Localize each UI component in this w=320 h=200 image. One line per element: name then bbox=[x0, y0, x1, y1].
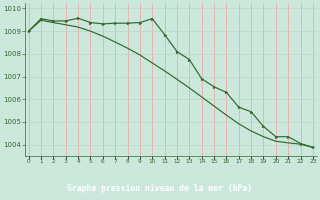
Text: Graphe pression niveau de la mer (hPa): Graphe pression niveau de la mer (hPa) bbox=[68, 184, 252, 193]
